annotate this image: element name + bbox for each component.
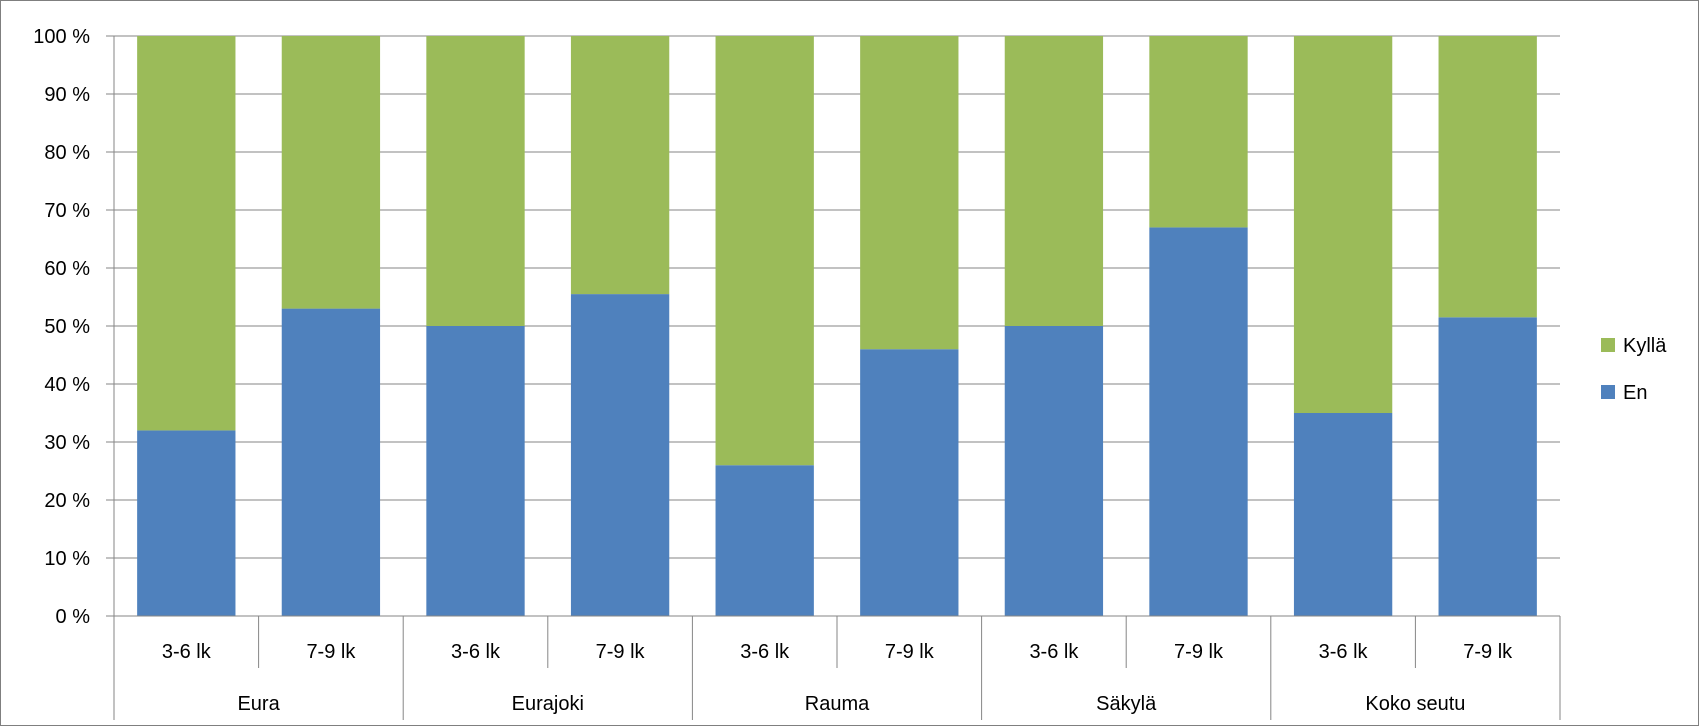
bar-en-6 — [860, 349, 959, 616]
legend-label: Kyllä — [1623, 335, 1667, 357]
bars — [137, 36, 1537, 616]
bar-kyll--9 — [1293, 36, 1393, 413]
bar-kyll--2 — [281, 36, 381, 309]
x-group-label: Säkylä — [1096, 693, 1157, 715]
legend: Kyllä En — [1601, 335, 1667, 404]
x-category-label: 7-9 lk — [885, 641, 935, 663]
y-tick-label: 60 % — [44, 258, 90, 280]
bar-en-9 — [1293, 413, 1393, 616]
x-category-label: 3-6 lk — [1029, 641, 1079, 663]
bar-kyll--1 — [137, 36, 236, 431]
x-group-label: Eurajoki — [512, 693, 584, 715]
x-category-label: 3-6 lk — [1319, 641, 1369, 663]
bar-kyll--10 — [1438, 36, 1537, 318]
bar-en-1 — [137, 430, 236, 616]
bar-en-8 — [1149, 227, 1248, 616]
y-tick-label: 100 % — [33, 26, 90, 48]
legend-label: En — [1623, 382, 1647, 404]
y-tick-label: 90 % — [44, 84, 90, 106]
x-category-label: 7-9 lk — [1174, 641, 1224, 663]
y-tick-label: 70 % — [44, 200, 90, 222]
x-group-label: Rauma — [805, 693, 870, 715]
x-group-label: Eura — [237, 693, 280, 715]
y-tick-label: 50 % — [44, 316, 90, 338]
y-tick-label: 40 % — [44, 374, 90, 396]
x-category-label: 3-6 lk — [740, 641, 790, 663]
x-category-label: 7-9 lk — [596, 641, 646, 663]
bar-en-7 — [1004, 326, 1104, 616]
y-tick-label: 20 % — [44, 490, 90, 512]
bar-en-3 — [426, 326, 525, 616]
y-tick-label: 10 % — [44, 548, 90, 570]
x-category-label: 3-6 lk — [162, 641, 212, 663]
y-tick-label: 0 % — [56, 606, 91, 628]
x-category-label: 3-6 lk — [451, 641, 501, 663]
legend-swatch-0 — [1601, 338, 1615, 352]
bar-en-5 — [715, 465, 814, 616]
x-axis-labels: 3-6 lk 7-9 lk Eura 3-6 lk 7-9 lk Eurajoki 3-6 … — [162, 641, 1513, 715]
legend-swatch-1 — [1601, 385, 1615, 399]
bar-en-2 — [281, 308, 381, 616]
bar-kyll--7 — [1004, 36, 1104, 326]
y-axis-tick-labels: 0 % 10 % 20 % 30 % 40 % 50 % 60 % 70 % 80 % 90 % 1… — [33, 26, 90, 628]
bar-kyll--8 — [1149, 36, 1248, 228]
x-group-label: Koko seutu — [1365, 693, 1465, 715]
y-tick-label: 80 % — [44, 142, 90, 164]
x-category-label: 7-9 lk — [1463, 641, 1513, 663]
bar-kyll--5 — [715, 36, 814, 466]
bar-en-10 — [1438, 317, 1537, 616]
bar-kyll--4 — [570, 36, 670, 295]
bar-kyll--6 — [860, 36, 959, 350]
bar-en-4 — [570, 294, 670, 616]
bar-kyll--3 — [426, 36, 525, 326]
axes — [106, 35, 1561, 720]
y-tick-label: 30 % — [44, 432, 90, 454]
x-category-label: 7-9 lk — [306, 641, 356, 663]
